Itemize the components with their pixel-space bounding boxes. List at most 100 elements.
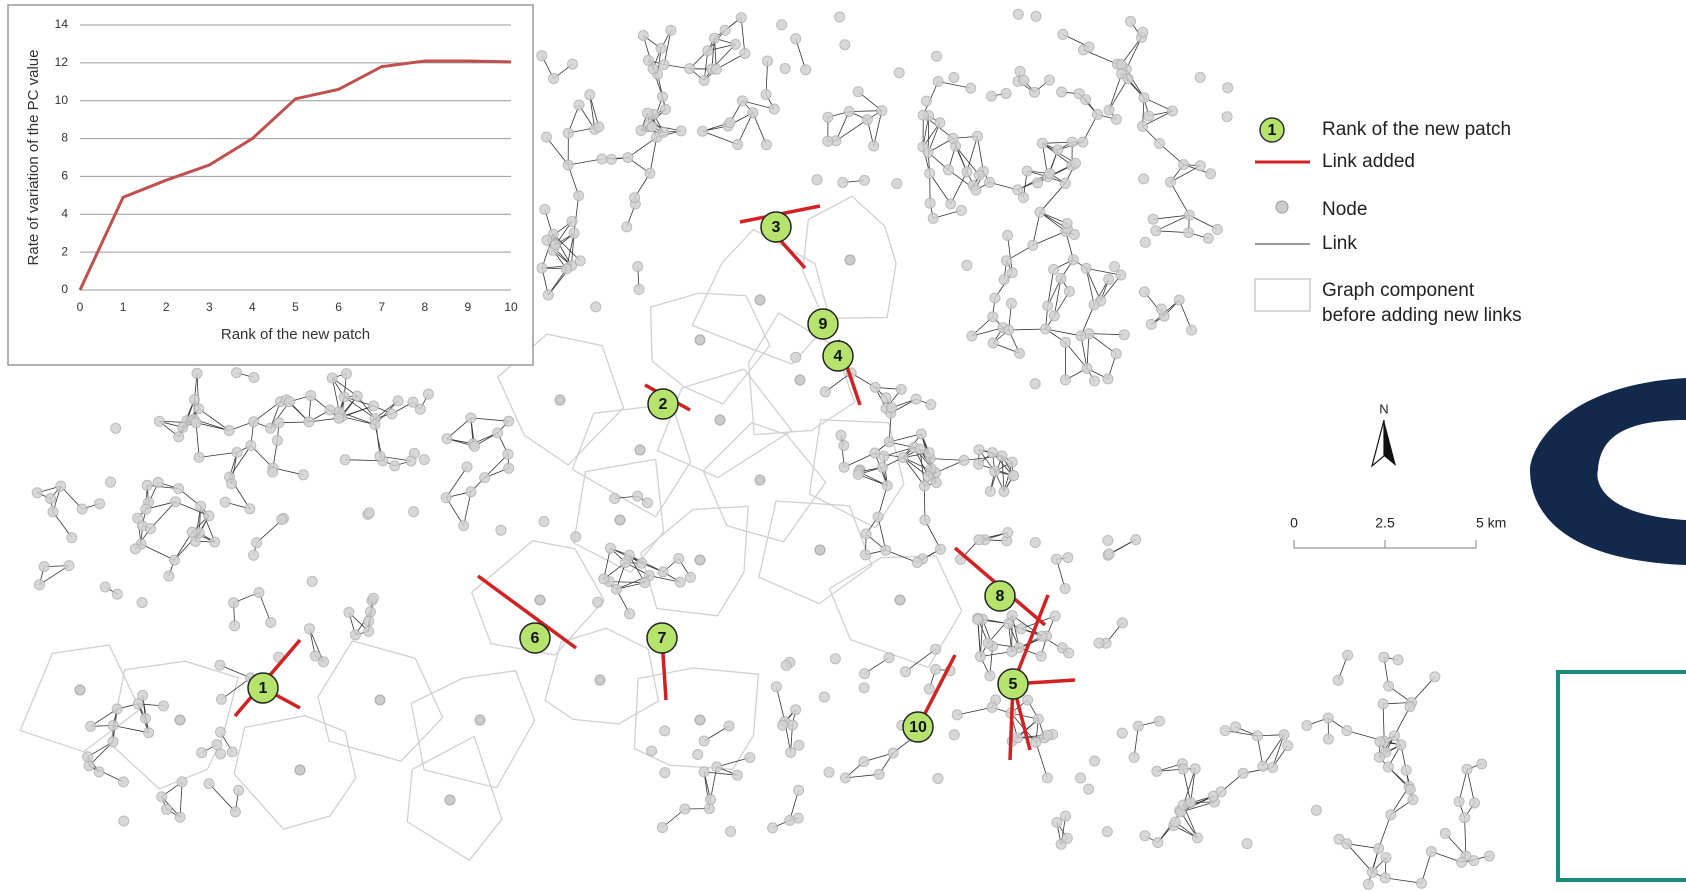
patch-rank: 6 [531, 630, 540, 647]
node [77, 504, 87, 514]
x-tick-label: 8 [421, 300, 428, 314]
node [1090, 756, 1100, 766]
node [39, 562, 49, 572]
node [815, 545, 825, 555]
node [1206, 169, 1216, 179]
node [736, 13, 746, 23]
node [657, 823, 667, 833]
node [75, 685, 85, 695]
patch-rank: 2 [659, 396, 668, 413]
node [1089, 376, 1099, 386]
node [715, 415, 725, 425]
node [204, 779, 214, 789]
node [730, 39, 740, 49]
node [1031, 737, 1041, 747]
node [593, 597, 603, 607]
node [946, 199, 956, 209]
component-cell [829, 556, 961, 667]
node [319, 657, 329, 667]
node [146, 524, 156, 534]
node [695, 335, 705, 345]
node [153, 477, 163, 487]
node [1477, 759, 1487, 769]
north-label: N [1379, 401, 1388, 416]
node [985, 486, 995, 496]
link [1156, 215, 1189, 231]
y-tick-label: 14 [55, 17, 69, 31]
node [1367, 867, 1377, 877]
node [801, 65, 811, 75]
node [794, 740, 804, 750]
node [956, 205, 966, 215]
patch-rank: 4 [834, 348, 843, 365]
legend-label: before adding new links [1322, 305, 1522, 326]
node [1030, 87, 1040, 97]
node [249, 550, 259, 560]
node [740, 49, 750, 59]
node [1178, 764, 1188, 774]
node [918, 110, 928, 120]
node [916, 429, 926, 439]
node [931, 664, 941, 674]
scale-label: 5 km [1476, 515, 1506, 531]
inset-frame [8, 5, 533, 365]
node [1343, 650, 1353, 660]
node [861, 550, 871, 560]
node [441, 493, 451, 503]
node [364, 626, 374, 636]
node [191, 418, 201, 428]
node [142, 480, 152, 490]
node [234, 785, 244, 795]
node [1081, 95, 1091, 105]
node [943, 165, 953, 175]
node [1187, 325, 1197, 335]
legend-rank-symbol: 1 [1268, 122, 1277, 139]
node [1190, 764, 1200, 774]
node [861, 529, 871, 539]
node [466, 413, 476, 423]
node [859, 683, 869, 693]
node [1311, 805, 1321, 815]
node [605, 543, 615, 553]
north-left [1372, 420, 1384, 466]
node [1484, 851, 1494, 861]
node [1031, 11, 1041, 21]
node [606, 154, 616, 164]
link [1263, 735, 1284, 767]
node [1117, 618, 1127, 628]
node [1003, 230, 1013, 240]
link [703, 131, 738, 144]
node [327, 373, 337, 383]
node [1123, 74, 1133, 84]
node [1238, 768, 1248, 778]
x-tick-label: 2 [163, 300, 170, 314]
node [966, 83, 976, 93]
node [406, 456, 416, 466]
node [217, 694, 227, 704]
node [1469, 856, 1479, 866]
node [1148, 214, 1158, 224]
node [973, 615, 983, 625]
legend-label: Rank of the new patch [1322, 119, 1511, 140]
node [733, 140, 743, 150]
component-cell [572, 404, 690, 517]
node [791, 34, 801, 44]
node [1454, 797, 1464, 807]
node [304, 417, 314, 427]
node [1401, 765, 1411, 775]
node [879, 451, 889, 461]
node [162, 804, 172, 814]
node [339, 392, 349, 402]
node [445, 795, 455, 805]
node [634, 284, 644, 294]
node [785, 815, 795, 825]
node [1268, 763, 1278, 773]
component-cell [20, 645, 140, 752]
logo-fragment [1530, 378, 1686, 565]
node [675, 577, 685, 587]
node [1168, 106, 1178, 116]
node [197, 748, 207, 758]
node [224, 426, 234, 436]
map-figure: 12345678910 02468101214012345678910Rank … [0, 0, 1686, 891]
node [252, 538, 262, 548]
